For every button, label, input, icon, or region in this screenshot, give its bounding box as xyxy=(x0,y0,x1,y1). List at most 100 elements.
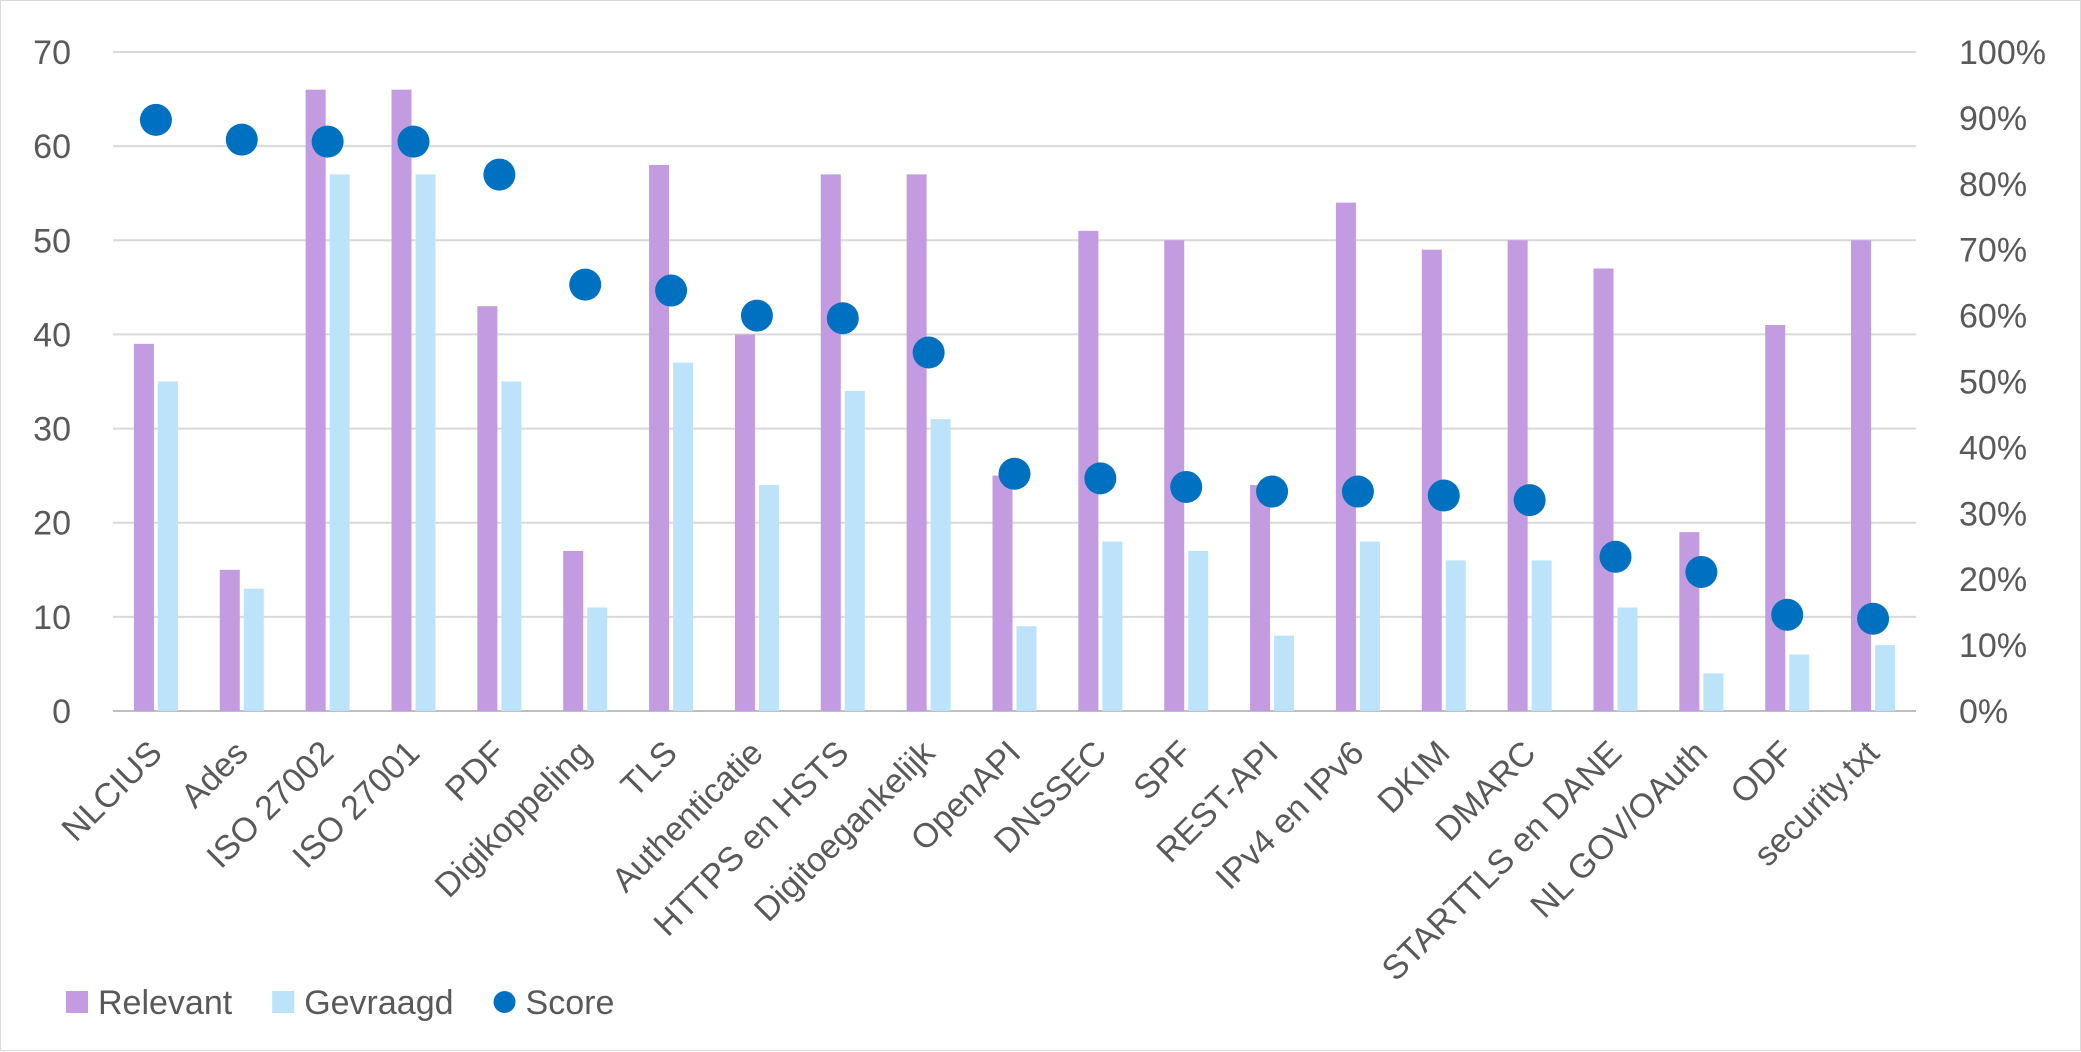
bar-gevraagd-dmarc xyxy=(1531,560,1552,711)
point-score-starttls-en-dane xyxy=(1599,540,1632,573)
bar-relevant-nlcius xyxy=(133,343,154,711)
legend-label-score: Score xyxy=(526,984,615,1022)
bar-relevant-rest-api xyxy=(1250,485,1271,711)
point-score-https-en-hsts xyxy=(826,302,859,335)
gridlines xyxy=(113,51,1916,712)
bar-relevant-spf xyxy=(1164,240,1185,712)
right-tick-label: 100% xyxy=(1959,34,2046,72)
point-score-dmarc xyxy=(1513,484,1546,517)
legend: Relevant Gevraagd Score xyxy=(66,984,614,1022)
bar-gevraagd-starttls-en-dane xyxy=(1617,607,1638,711)
right-tick-label: 10% xyxy=(1959,627,2027,665)
point-score-rest-api xyxy=(1256,475,1289,508)
right-tick-label: 40% xyxy=(1959,429,2027,467)
bar-relevant-iso-27001 xyxy=(391,89,412,711)
right-tick-label: 30% xyxy=(1959,495,2027,533)
point-score-dnssec xyxy=(1084,462,1117,495)
right-tick-label: 90% xyxy=(1959,100,2027,138)
bar-gevraagd-odf xyxy=(1789,654,1810,711)
right-y-axis: 0% 10% 20% 30% 40% 50% 60% 70% 80% 90% 100% xyxy=(1959,34,2046,731)
bar-gevraagd-iso-27001 xyxy=(415,174,436,711)
x-tick-label: ODF xyxy=(1723,734,1801,812)
bar-gevraagd-spf xyxy=(1188,550,1209,711)
legend-marker-gevraagd xyxy=(272,991,295,1013)
bar-gevraagd-nl-gov-oauth xyxy=(1703,673,1724,711)
bar-gevraagd-ades xyxy=(243,588,264,711)
bar-gevraagd-https-en-hsts xyxy=(844,390,865,711)
left-tick-label: 50 xyxy=(33,222,71,260)
x-tick-label: Ades xyxy=(174,734,256,816)
point-score-digitoegankelijk xyxy=(912,336,945,369)
x-tick-label: TLS xyxy=(614,734,685,805)
legend-label-gevraagd: Gevraagd xyxy=(304,984,453,1022)
bar-relevant-iso-27002 xyxy=(305,89,326,711)
point-score-tls xyxy=(655,274,688,307)
bar-gevraagd-rest-api xyxy=(1274,635,1295,711)
bar-gevraagd-dkim xyxy=(1445,560,1466,711)
right-tick-label: 50% xyxy=(1959,364,2027,402)
left-y-axis: 0 10 20 30 40 50 60 70 xyxy=(33,34,71,731)
bar-relevant-openapi xyxy=(992,475,1013,711)
bar-gevraagd-iso-27002 xyxy=(329,174,350,711)
right-tick-label: 20% xyxy=(1959,561,2027,599)
point-score-pdf xyxy=(483,158,516,191)
bar-gevraagd-pdf xyxy=(501,381,522,711)
bar-relevant-dkim xyxy=(1421,249,1442,711)
bar-relevant-ades xyxy=(219,569,240,711)
bar-gevraagd-ipv4-en-ipv6 xyxy=(1359,541,1380,711)
left-tick-label: 60 xyxy=(33,128,71,166)
right-tick-label: 80% xyxy=(1959,166,2027,204)
bar-relevant-pdf xyxy=(477,306,498,711)
point-score-ipv4-en-ipv6 xyxy=(1341,475,1374,508)
bar-relevant-odf xyxy=(1765,325,1786,711)
bar-relevant-tls xyxy=(649,164,670,711)
left-tick-label: 70 xyxy=(33,34,71,72)
left-tick-label: 30 xyxy=(33,411,71,449)
point-score-odf xyxy=(1771,598,1804,631)
right-tick-label: 60% xyxy=(1959,298,2027,336)
bar-relevant-starttls-en-dane xyxy=(1593,268,1614,711)
point-score-spf xyxy=(1170,470,1203,503)
bar-gevraagd-digikoppeling xyxy=(587,607,608,711)
bar-gevraagd-dnssec xyxy=(1102,541,1123,711)
point-score-iso-27001 xyxy=(397,125,430,158)
bar-gevraagd-digitoegankelijk xyxy=(930,419,951,711)
left-tick-label: 0 xyxy=(52,693,71,731)
point-score-authenticatie xyxy=(740,299,773,332)
point-score-ades xyxy=(225,123,258,156)
bar-gevraagd-nlcius xyxy=(157,381,178,711)
bar-gevraagd-authenticatie xyxy=(758,485,779,711)
bar-gevraagd-tls xyxy=(673,362,694,711)
bar-relevant-authenticatie xyxy=(734,334,755,711)
bar-relevant-https-en-hsts xyxy=(820,174,841,711)
legend-marker-score xyxy=(493,991,516,1013)
x-tick-label: SPF xyxy=(1126,734,1200,808)
right-tick-label: 0% xyxy=(1959,693,2008,731)
point-score-security-txt xyxy=(1857,602,1890,635)
left-tick-label: 40 xyxy=(33,316,71,354)
point-score-dkim xyxy=(1427,479,1460,512)
bar-relevant-digitoegankelijk xyxy=(906,174,927,711)
point-score-iso-27002 xyxy=(311,125,344,158)
point-score-nl-gov-oauth xyxy=(1685,555,1718,588)
legend-marker-relevant xyxy=(66,991,88,1013)
point-score-openapi xyxy=(998,457,1031,490)
x-tick-label: IPv4 en IPv6 xyxy=(1208,734,1371,897)
score-points xyxy=(139,103,1890,635)
left-tick-label: 10 xyxy=(33,599,71,637)
x-tick-label: Digikoppeling xyxy=(428,734,599,905)
bar-relevant-digikoppeling xyxy=(563,550,584,711)
bar-relevant-dmarc xyxy=(1507,240,1528,712)
legend-label-relevant: Relevant xyxy=(98,984,233,1022)
x-tick-label: NLCIUS xyxy=(55,734,170,849)
point-score-nlcius xyxy=(139,103,172,136)
right-tick-label: 70% xyxy=(1959,232,2027,270)
point-score-digikoppeling xyxy=(569,268,602,301)
bar-relevant-security-txt xyxy=(1851,240,1872,712)
left-tick-label: 20 xyxy=(33,505,71,543)
bar-gevraagd-openapi xyxy=(1016,626,1037,711)
bar-relevant-ipv4-en-ipv6 xyxy=(1335,202,1356,711)
